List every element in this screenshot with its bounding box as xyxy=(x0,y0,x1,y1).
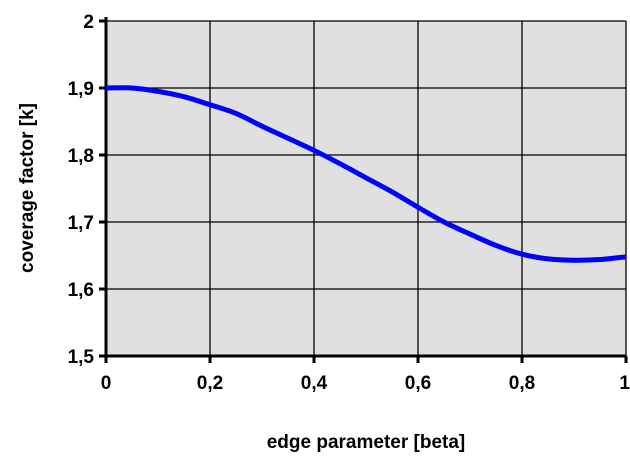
y-tick-label: 1,5 xyxy=(68,347,95,368)
y-tick-label: 1,9 xyxy=(68,79,94,100)
x-tick-label: 0,6 xyxy=(405,373,431,394)
y-tick-label: 1,8 xyxy=(68,146,94,167)
y-tick-label: 2 xyxy=(83,12,94,33)
x-tick-label: 1 xyxy=(619,373,630,394)
x-tick-label: 0,2 xyxy=(197,373,223,394)
series-line xyxy=(105,85,627,263)
grid xyxy=(106,20,627,356)
y-tick-label: 1,6 xyxy=(68,280,94,301)
y-axis-title: coverage factor [k] xyxy=(17,103,38,273)
axes xyxy=(104,17,626,358)
y-tick-label: 1,7 xyxy=(68,213,94,234)
x-tick-label: 0,4 xyxy=(301,373,328,394)
plot-area xyxy=(106,21,626,356)
x-axis-title: edge parameter [beta] xyxy=(267,432,466,453)
tick-labels: 1,5 1,6 1,7 1,8 1,9 2 0 0,2 0,4 0,6 0,8 1 xyxy=(68,12,630,394)
series-group xyxy=(105,85,627,263)
x-tick-label: 0 xyxy=(101,373,112,394)
x-tick-label: 0,8 xyxy=(509,373,535,394)
ticks xyxy=(99,19,628,363)
